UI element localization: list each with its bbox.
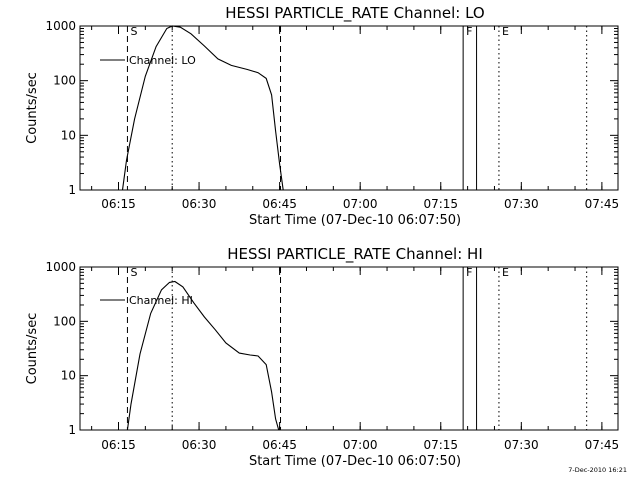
- event-marker-label: S: [130, 266, 137, 279]
- plot-frame: [79, 266, 619, 431]
- legend-label: Channel: HI: [129, 294, 193, 307]
- y-tick-label: 1000: [45, 260, 76, 274]
- event-marker-label: F: [466, 25, 472, 38]
- event-marker-label: E: [502, 266, 509, 279]
- plot-frame: [79, 25, 619, 191]
- x-tick-label: 07:45: [585, 438, 620, 452]
- chart-title: HESSI PARTICLE_RATE Channel: HI: [227, 245, 483, 264]
- x-tick-label: 06:30: [182, 438, 217, 452]
- y-tick-label: 1000: [45, 19, 76, 33]
- x-tick-label: 06:30: [182, 197, 217, 211]
- chart-title: HESSI PARTICLE_RATE Channel: LO: [225, 4, 484, 23]
- series-line: [121, 25, 284, 191]
- y-tick-label: 1: [68, 183, 76, 197]
- x-tick-label: 06:15: [101, 438, 136, 452]
- x-tick-label: 06:45: [262, 438, 297, 452]
- event-marker-label: E: [502, 25, 509, 38]
- x-axis-label: Start Time (07-Dec-10 06:07:50): [249, 454, 461, 469]
- x-tick-label: 07:00: [343, 197, 378, 211]
- legend-label: Channel: LO: [129, 54, 196, 67]
- x-tick-label: 07:45: [585, 197, 620, 211]
- x-tick-label: 06:15: [101, 197, 136, 211]
- x-tick-label: 07:00: [343, 438, 378, 452]
- series-line: [126, 280, 280, 431]
- y-tick-label: 100: [53, 314, 76, 328]
- x-tick-label: 07:15: [423, 197, 458, 211]
- y-axis-label: Counts/sec: [25, 313, 40, 385]
- timestamp-stamp: 7-Dec-2010 16:21: [568, 466, 627, 474]
- x-tick-label: 07:15: [423, 438, 458, 452]
- y-tick-label: 10: [61, 369, 76, 383]
- x-axis-label: Start Time (07-Dec-10 06:07:50): [249, 213, 461, 228]
- x-tick-label: 07:30: [504, 438, 539, 452]
- x-tick-label: 07:30: [504, 197, 539, 211]
- y-tick-label: 1: [68, 423, 76, 437]
- x-tick-label: 06:45: [262, 197, 297, 211]
- y-axis-label: Counts/sec: [25, 72, 40, 144]
- event-marker-label: S: [130, 25, 137, 38]
- y-tick-label: 100: [53, 74, 76, 88]
- event-marker-label: F: [466, 266, 472, 279]
- y-tick-label: 10: [61, 128, 76, 142]
